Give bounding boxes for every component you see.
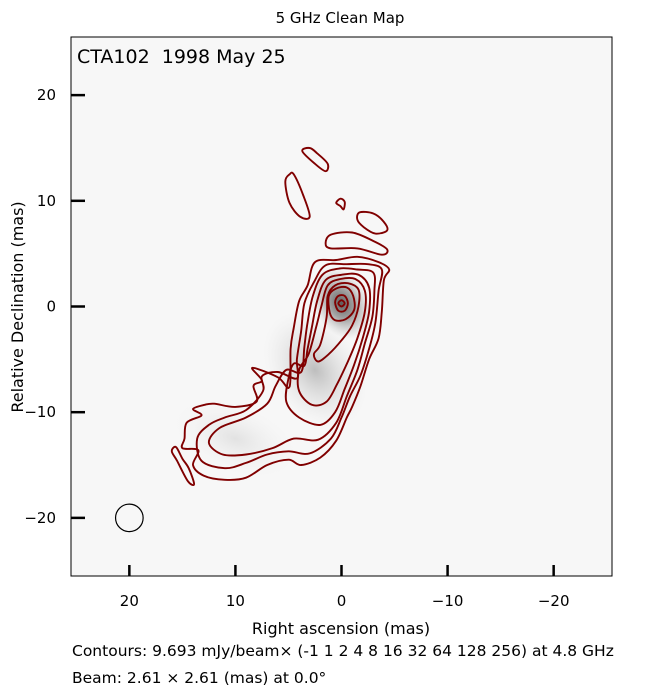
x-axis-label: Right ascension (mas)	[252, 619, 430, 638]
contour-level-8	[284, 272, 372, 426]
contour-level-1	[180, 255, 391, 481]
contour-level-1	[335, 197, 346, 211]
contour-level-4	[207, 267, 376, 457]
contour-level-32	[312, 281, 361, 363]
contour-level-64	[327, 285, 356, 322]
y-axis-label: Relative Declination (mas)	[8, 201, 27, 412]
x-tick-label: 20	[120, 592, 139, 610]
contour-level-1	[284, 171, 311, 220]
y-tick-label: −10	[24, 403, 56, 421]
chart-title: 5 GHz Clean Map	[276, 9, 405, 27]
intensity-blob-outer-jet	[174, 400, 297, 478]
y-tick-label: 10	[37, 192, 56, 210]
x-tick-label: −10	[432, 592, 464, 610]
contour-lines	[170, 146, 391, 486]
contour-level-1	[356, 210, 389, 235]
x-tick-label: 10	[226, 592, 245, 610]
contour-level-256	[337, 299, 346, 308]
contour-level-128	[334, 294, 349, 313]
contour-level-1	[301, 146, 330, 173]
source-annotation: CTA102 1998 May 25	[77, 46, 286, 68]
x-tick-label: −20	[538, 592, 570, 610]
y-tick-label: 20	[37, 86, 56, 104]
beam-ellipse	[114, 503, 144, 533]
contour-level-16	[296, 276, 367, 407]
beam-caption: Beam: 2.61 × 2.61 (mas) at 0.0°	[72, 669, 327, 687]
y-tick-label: −20	[24, 509, 56, 527]
contour-levels-caption: Contours: 9.693 mJy/beam× (-1 1 2 4 8 16…	[72, 642, 614, 660]
beam-shape	[114, 503, 144, 533]
contour-level-1	[324, 231, 389, 256]
x-tick-label: 0	[337, 592, 347, 610]
x-axis-ticks: 20 10 0 −10 −20	[120, 565, 570, 610]
contour-level-2	[195, 262, 384, 470]
contour-level-1	[170, 445, 196, 486]
y-tick-label: 0	[46, 298, 56, 316]
y-axis-ticks: 20 10 0 −10 −20	[24, 86, 85, 527]
